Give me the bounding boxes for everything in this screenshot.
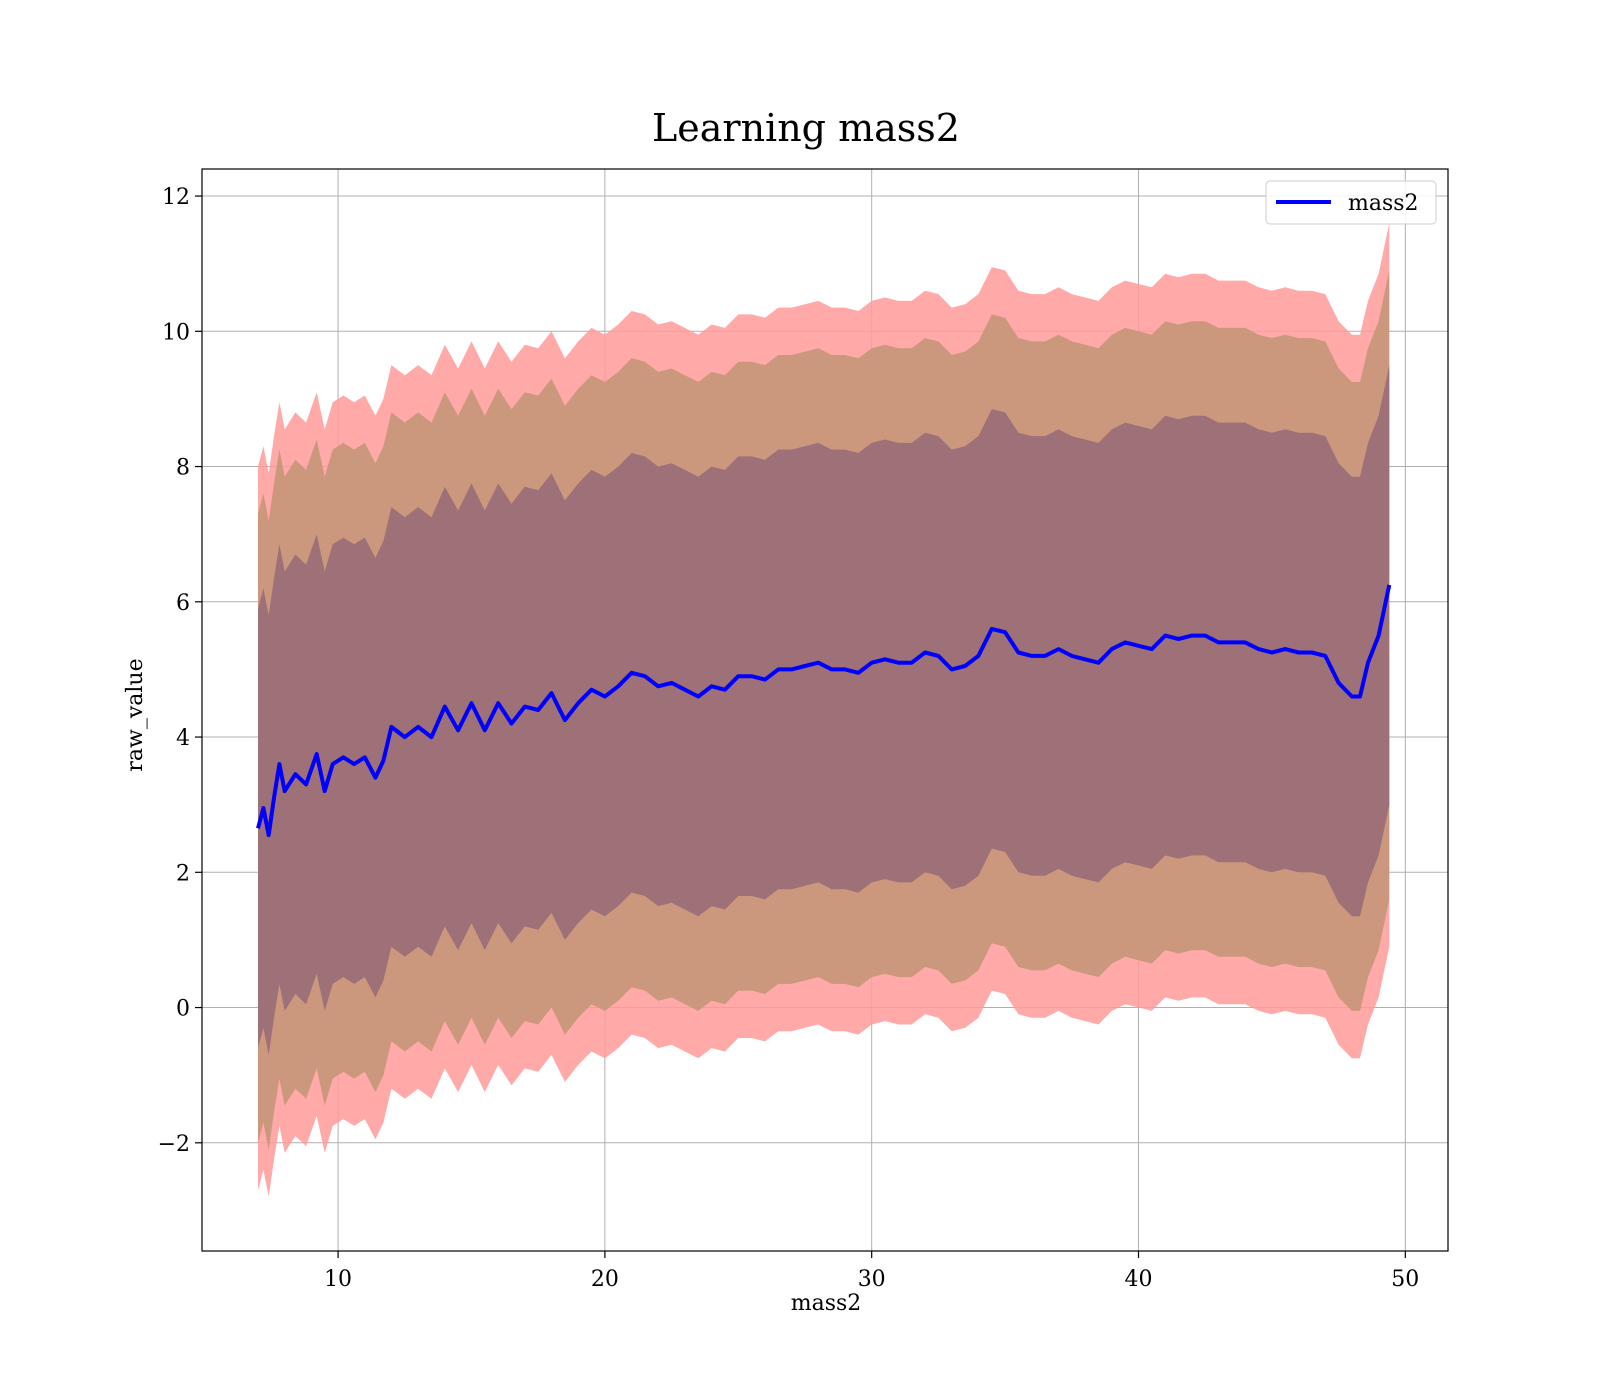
legend-label-mass2: mass2 xyxy=(1348,191,1419,216)
x-axis-label: mass2 xyxy=(791,1291,862,1316)
x-tick-label: 20 xyxy=(591,1267,619,1292)
y-tick-label: 0 xyxy=(176,997,190,1022)
y-tick-label: −2 xyxy=(158,1132,190,1157)
y-tick-label: 10 xyxy=(162,320,190,345)
x-tick-label: 10 xyxy=(324,1267,352,1292)
chart-title: Learning mass2 xyxy=(652,106,960,150)
y-tick-label: 2 xyxy=(176,861,190,886)
y-tick-label: 12 xyxy=(162,185,190,210)
y-tick-label: 6 xyxy=(176,591,190,616)
series-line-mass2 xyxy=(256,584,1392,838)
y-tick-label: 4 xyxy=(176,726,190,751)
y-axis-label: raw_value xyxy=(123,658,148,771)
plot-area: 10 20 30 40 50 −2 0 2 4 6 8 10 12 mass2 xyxy=(158,168,1449,1292)
y-tick-label: 8 xyxy=(176,456,190,481)
inner-uncertainty-band xyxy=(258,365,1390,1055)
axes-frame xyxy=(201,168,1449,1252)
x-tick-label: 30 xyxy=(858,1267,886,1292)
x-tick-label: 50 xyxy=(1391,1267,1419,1292)
legend-box xyxy=(1265,180,1437,225)
x-tick-label: 40 xyxy=(1125,1267,1153,1292)
